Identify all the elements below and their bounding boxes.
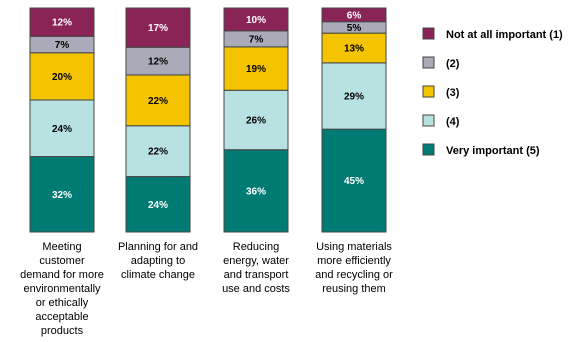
data-label: 32%: [52, 190, 72, 201]
bar-segment: [223, 89, 289, 151]
data-label: 26%: [246, 116, 266, 127]
category-label: Planning for and: [118, 241, 198, 253]
legend-label: Not at all important (1): [446, 29, 563, 41]
data-label: 24%: [52, 124, 72, 135]
legend-label: (4): [446, 116, 460, 128]
category-label: and recycling or: [315, 269, 393, 281]
category-label: climate change: [121, 269, 195, 281]
data-label: 22%: [148, 96, 168, 107]
category-label: adapting to: [131, 255, 185, 267]
bar-segment: [321, 128, 387, 233]
bar-segment: [321, 7, 387, 23]
bars-group: 32% 24% 20% 7% 12% 24% 22% 22% 12% 17% 36% 26% 19% 7%…: [29, 7, 387, 233]
bar-segment: [29, 7, 95, 37]
category-label: Reducing: [233, 241, 279, 253]
bar-segment: [125, 176, 191, 233]
bar-segment: [125, 46, 191, 76]
category-label: or ethically: [36, 297, 89, 309]
legend-label: (2): [446, 58, 460, 70]
category-label: and transport: [224, 269, 289, 281]
bar-segment: [29, 156, 95, 233]
category-label: acceptable: [35, 311, 88, 323]
category-label: more efficiently: [317, 255, 391, 267]
data-label: 22%: [148, 147, 168, 158]
data-label: 36%: [246, 186, 266, 197]
legend-swatch: [422, 27, 435, 40]
data-label: 7%: [55, 40, 70, 51]
bar-segment: [223, 7, 289, 32]
data-label: 5%: [347, 23, 362, 34]
legend-swatch: [422, 56, 435, 69]
bar-segment: [29, 99, 95, 158]
legend-swatch: [422, 114, 435, 127]
category-label: Meeting: [42, 241, 81, 253]
data-label: 6%: [347, 10, 362, 21]
data-label: 20%: [52, 72, 72, 83]
data-label: 17%: [148, 23, 168, 34]
category-label: energy, water: [223, 255, 289, 267]
data-label: 12%: [148, 57, 168, 68]
bar-segment: [125, 7, 191, 48]
legend-swatch: [422, 143, 435, 156]
data-label: 12%: [52, 18, 72, 29]
bar-segment: [125, 125, 191, 178]
category-label: demand for more: [20, 269, 104, 281]
category-label: Using materials: [316, 241, 392, 253]
bar-segment: [321, 62, 387, 130]
data-label: 24%: [148, 200, 168, 211]
category-label: reusing them: [322, 283, 386, 295]
data-label: 19%: [246, 64, 266, 75]
legend-label: Very important (5): [446, 145, 540, 157]
data-label: 29%: [344, 92, 364, 103]
category-labels: Meeting customer demand for more environmen…: [20, 241, 393, 337]
legend-label: (3): [446, 87, 460, 99]
legend: Not at all important (1) (2) (3) (4) Very im…: [422, 27, 563, 157]
bar-segment: [321, 32, 387, 64]
data-label: 7%: [249, 34, 264, 45]
bar-segment: [223, 46, 289, 91]
category-label: environmentally: [23, 283, 101, 295]
category-label: products: [41, 325, 84, 337]
legend-swatch: [422, 85, 435, 98]
data-label: 45%: [344, 176, 364, 187]
category-label: use and costs: [222, 283, 290, 295]
data-label: 13%: [344, 44, 364, 55]
bar-segment: [125, 74, 191, 127]
category-label: customer: [39, 255, 85, 267]
data-label: 10%: [246, 15, 266, 26]
